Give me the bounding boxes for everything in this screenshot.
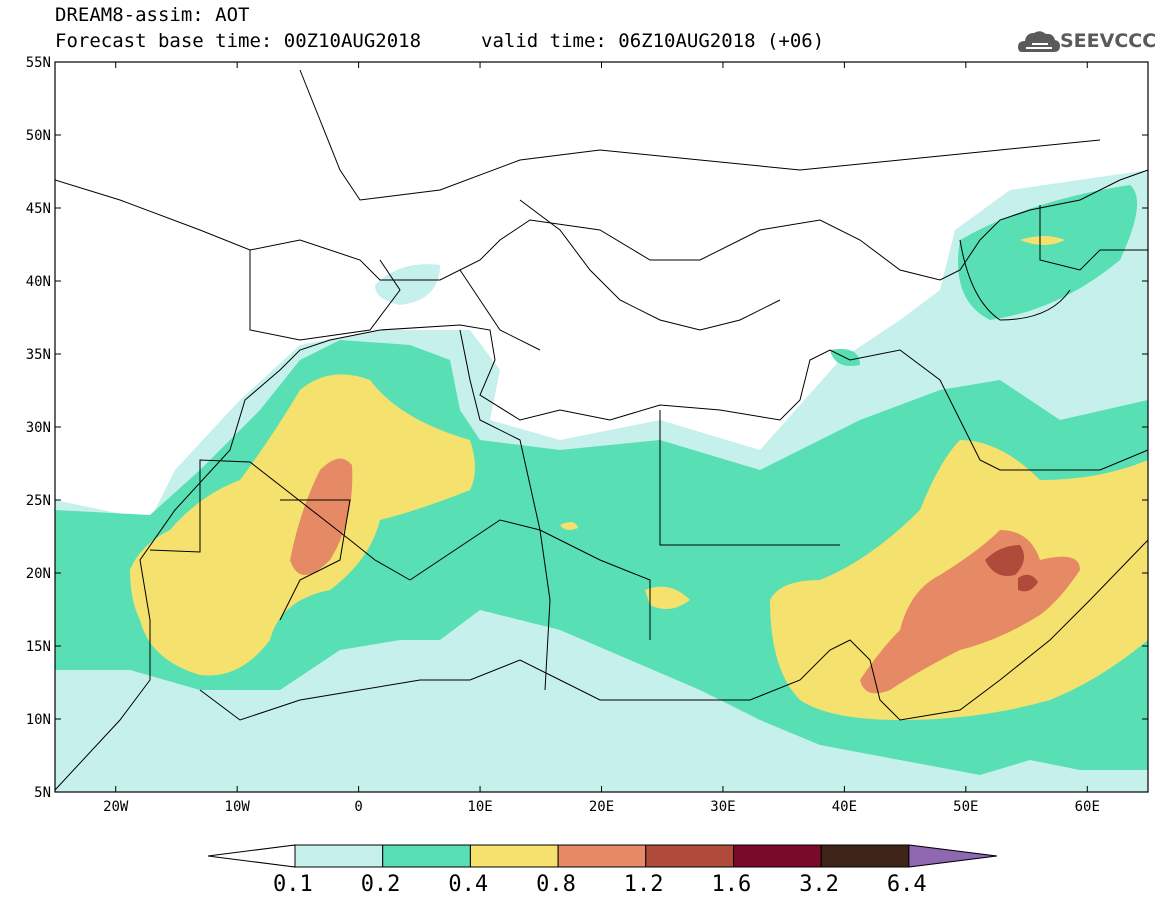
lat-label: 30N — [26, 420, 51, 436]
lat-label: 10N — [26, 712, 51, 728]
colorbar-level-label: 1.2 — [623, 872, 664, 897]
colorbar-segment — [820, 844, 910, 868]
colorbar-level-label: 6.4 — [886, 872, 927, 897]
lon-label: 50E — [953, 799, 978, 815]
colorbar-level-label: 3.2 — [799, 872, 839, 897]
lat-label: 35N — [26, 347, 51, 363]
colorbar-level-label: 0.1 — [273, 872, 313, 897]
coastlines — [55, 69, 1148, 791]
lon-label: 20E — [589, 799, 614, 815]
lon-label: 10W — [225, 799, 251, 815]
lat-label: 20N — [26, 566, 51, 582]
lon-label: 20W — [103, 799, 129, 815]
lon-label: 60E — [1075, 799, 1100, 815]
lon-label: 10E — [467, 799, 492, 815]
colorbar-over — [908, 844, 997, 868]
lat-label: 5N — [34, 785, 51, 801]
lon-label: 40E — [832, 799, 857, 815]
colorbar-level-label: 0.8 — [536, 872, 576, 897]
colorbar-segment — [382, 844, 471, 868]
valid-time: valid time: 06Z10AUG2018 (+06) — [481, 30, 825, 52]
colorbar-segment — [557, 844, 647, 868]
lon-label: 0 — [354, 799, 362, 815]
colorbar-segment — [294, 844, 384, 868]
aot-field — [55, 170, 1148, 792]
latitude-labels: 55N 50N 45N 40N 35N 30N 25N 20N 15N 10N 5N — [26, 55, 51, 801]
colorbar — [207, 844, 997, 868]
lat-label: 45N — [26, 201, 51, 217]
colorbar-segment — [733, 844, 822, 868]
aot-level-1.2 — [985, 545, 1038, 592]
lon-label: 30E — [710, 799, 735, 815]
lat-label: 25N — [26, 493, 51, 509]
lat-label: 50N — [26, 128, 51, 144]
lat-label: 15N — [26, 639, 51, 655]
colorbar-segment — [469, 844, 559, 868]
colorbar-level-label: 0.2 — [360, 872, 401, 897]
axis-ticks — [55, 61, 1148, 793]
forecast-base-time: Forecast base time: 00Z10AUG2018 — [55, 30, 422, 52]
aot-level-0.8 — [290, 458, 1080, 694]
colorbar-segment — [645, 844, 734, 868]
colorbar-under — [207, 844, 296, 868]
logo-text: SEEVCCC — [1060, 30, 1157, 52]
longitude-labels: 20W 10W 0 10E 20E 30E 40E 50E 60E — [103, 799, 1100, 815]
lat-label: 55N — [26, 55, 51, 71]
colorbar-level-label: 0.4 — [448, 872, 489, 897]
map-title: DREAM8-assim: AOT — [55, 4, 250, 26]
cloud-logo-icon — [1018, 31, 1060, 52]
lat-label: 40N — [26, 274, 51, 290]
colorbar-level-label: 1.6 — [711, 872, 752, 897]
